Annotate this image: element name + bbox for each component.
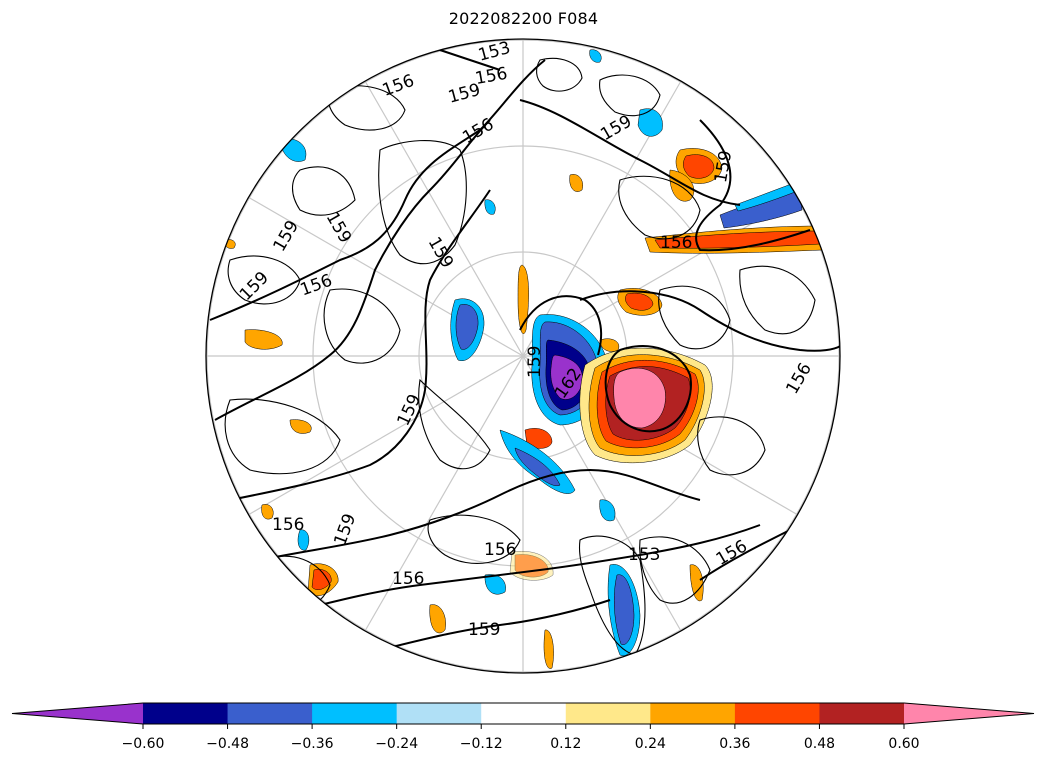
colorbar-segment [650,703,736,724]
contour-label-156-topleft: 156 [380,71,417,101]
contour-label-159-top: 159 [446,80,483,108]
contour-label-159-farwest: 159 [270,217,304,255]
contour-label-159-ne: 159 [711,149,736,184]
height-contours [209,39,840,651]
contour-label-156-south: 156 [484,540,516,560]
colorbar-tick-label: −0.24 [375,736,418,752]
colorbar-tick-label: 0.48 [804,736,835,752]
colorbar-segment [396,703,482,724]
contour-labels: 153 156 156 159 156 159 159 156 159 159 … [236,39,816,640]
colorbar-segment [143,703,229,724]
contour-label-159-center: 159 [525,346,545,378]
colorbar-segment [312,703,398,724]
colorbar-tick-label: −0.48 [206,736,249,752]
contour-label-156-top: 156 [474,64,509,89]
contour-label-156-upper: 156 [459,114,497,148]
map-boundary [205,38,841,674]
colorbar-tick-label: 0.60 [888,736,919,752]
contour-label-159-west: 159 [424,234,458,272]
plot-title: 2022082200 F084 [448,9,599,28]
colorbar-tick-label: −0.60 [122,736,165,752]
contour-label-159-bottom: 159 [468,620,500,640]
colorbar-tick-label: 0.36 [719,736,750,752]
contour-label-156-sw: 156 [272,515,304,535]
colorbar-tick-label: 0.24 [635,736,666,752]
colorbar-segment [481,703,567,724]
colorbar-segment [565,703,651,724]
contour-label-156-ne: 156 [660,233,692,253]
contour-label-159-sw: 159 [394,391,426,429]
contour-label-159-west2: 159 [236,268,273,305]
colorbar-extend-high [904,703,1034,724]
contour-label-153-south: 153 [628,545,660,565]
colorbar-segment [227,703,313,724]
contour-label-156-south2: 156 [392,569,424,589]
colorbar-extend-low [12,703,143,724]
colorbar-ticks: −0.60 −0.48 −0.36 −0.24 −0.12 0.12 0.24 0.36 0.4… [122,724,920,752]
colorbar-tick-label: −0.12 [460,736,503,752]
colorbar-segment [819,703,905,724]
colorbar-tick-label: 0.12 [550,736,581,752]
colorbar-tick-label: −0.36 [291,736,334,752]
contour-label-156-se: 156 [713,536,751,570]
colorbar-segment [734,703,820,724]
contour-label-156-east: 156 [782,360,816,398]
colorbar [11,702,1035,725]
map-content: 153 156 156 159 156 159 159 156 159 159 … [206,39,840,673]
contour-label-156-west: 156 [298,271,335,301]
